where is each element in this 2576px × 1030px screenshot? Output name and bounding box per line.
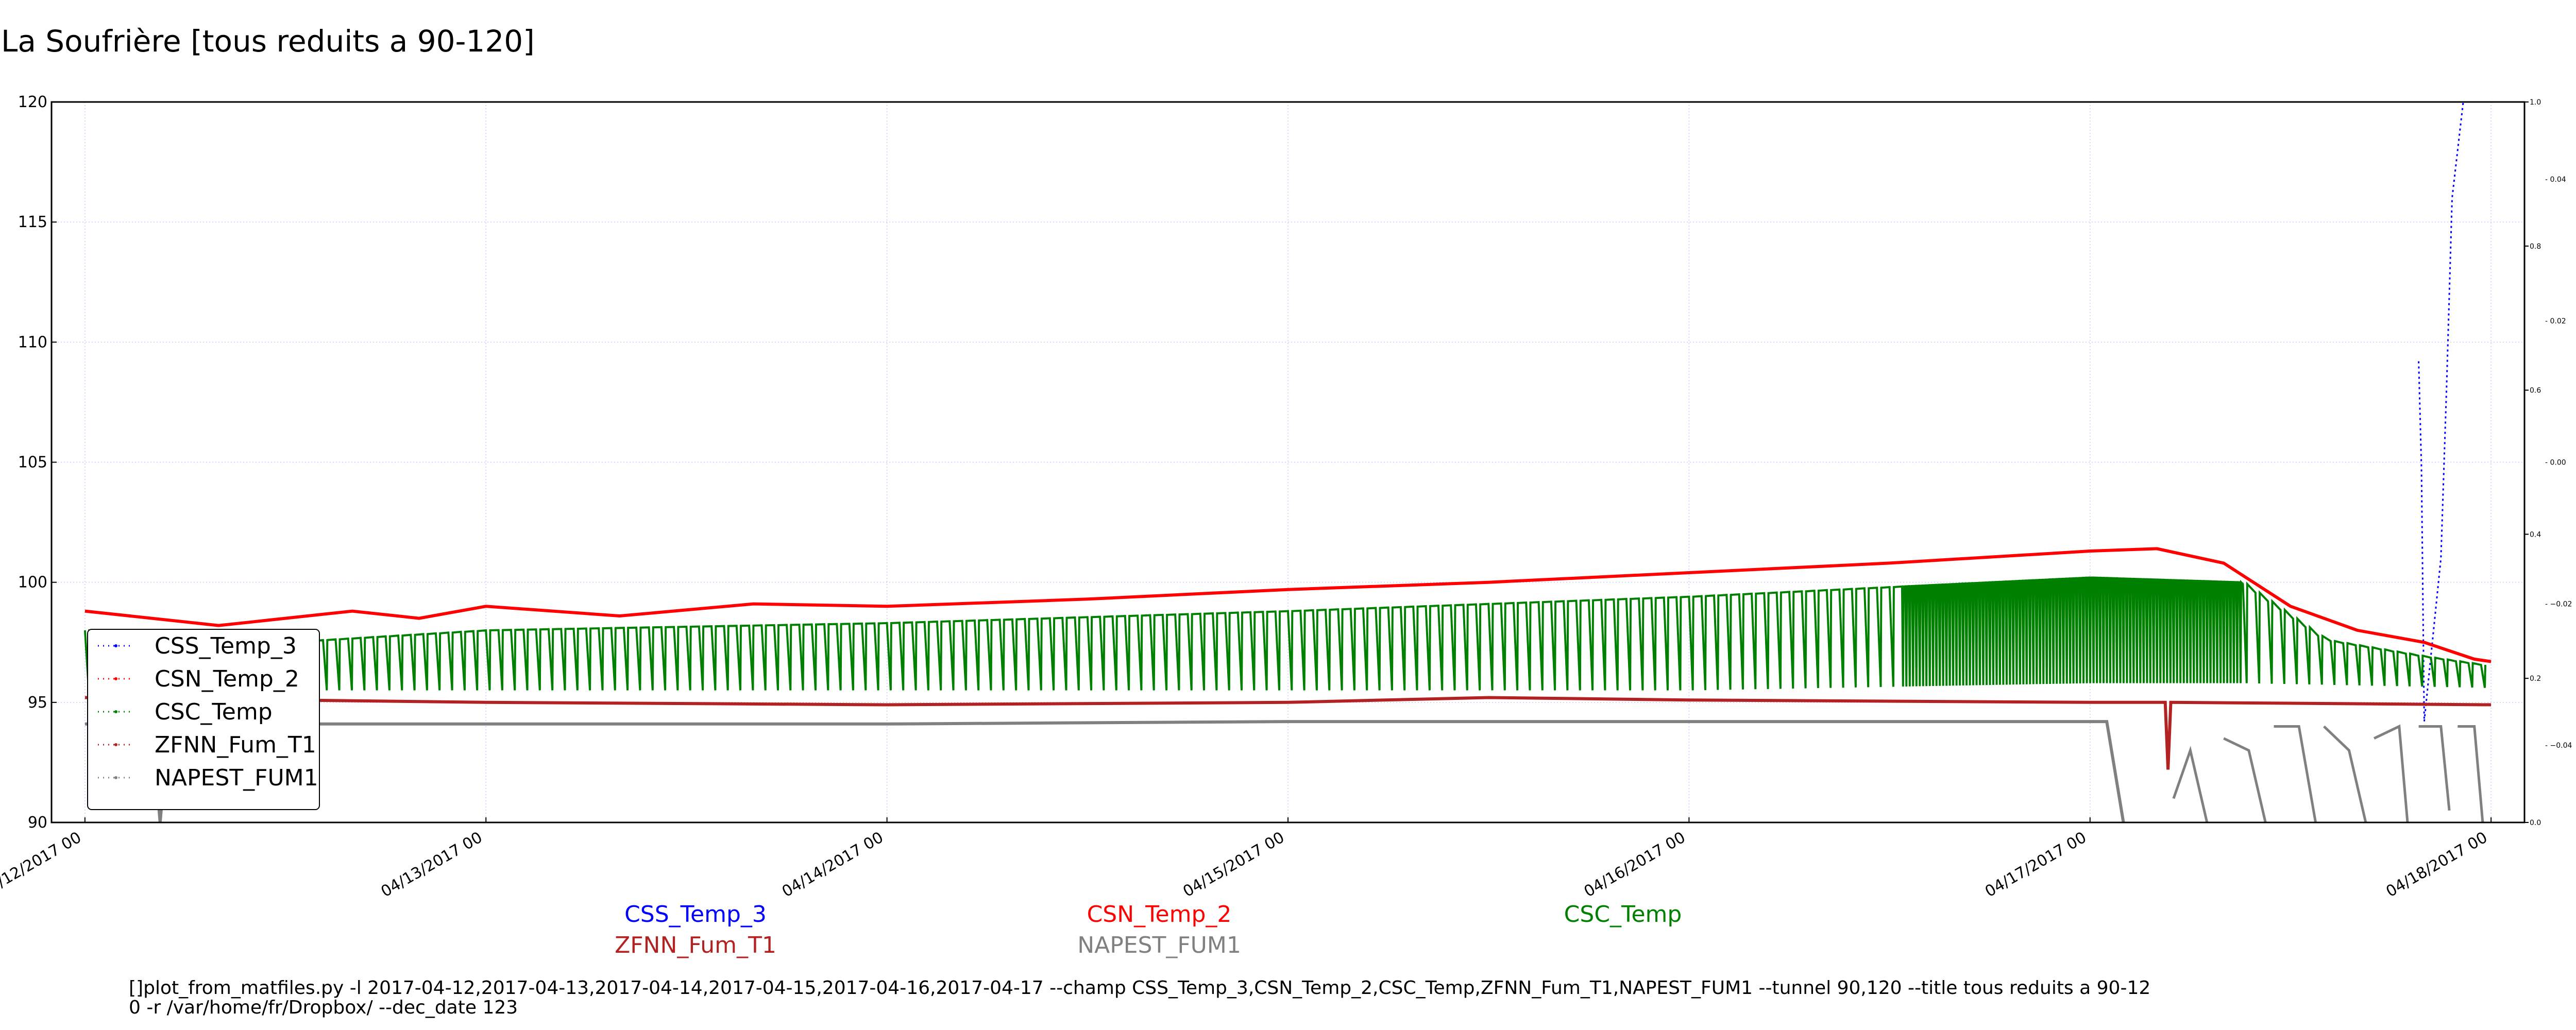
chart-title: La Soufrière [tous reduits a 90-120] bbox=[1, 24, 535, 59]
y-tick-label: 105 bbox=[18, 454, 47, 472]
legend-item-napest-fum1[interactable]: NAPEST_FUM1 bbox=[98, 765, 318, 791]
right-tick-label: 0.6 bbox=[2530, 387, 2541, 395]
series-labels-below: CSS_Temp_3 CSN_Temp_2 CSC_Temp ZFNN_Fum_T1 N… bbox=[615, 901, 1682, 958]
x-tick-label: 04/12/2017 00 bbox=[0, 829, 84, 901]
series-line-css-temp-3 bbox=[2418, 102, 2464, 722]
legend-marker bbox=[114, 776, 117, 779]
series-label-below: NAPEST_FUM1 bbox=[1077, 932, 1241, 958]
legend-label: CSC_Temp bbox=[155, 699, 273, 725]
x-tick-label: 04/16/2017 00 bbox=[1581, 829, 1689, 901]
y-tick-label: 120 bbox=[18, 93, 47, 111]
series-segment-napest-fum1 bbox=[2418, 725, 2451, 811]
y-tick-label: 90 bbox=[28, 814, 47, 832]
series-zfnn-fum-t1 bbox=[84, 696, 2492, 770]
series-segment-napest-fum1 bbox=[2274, 725, 2317, 822]
x-axis: 04/12/2017 00 04/13/2017 00 04/14/2017 00 0… bbox=[0, 817, 2492, 901]
series-segment-napest-fum1 bbox=[2172, 746, 2209, 822]
legend[interactable]: CSS_Temp_3 CSN_Temp_2 CSC_Temp ZFNN_Fum_T1 N… bbox=[87, 629, 320, 810]
legend-label: NAPEST_FUM1 bbox=[155, 765, 318, 791]
series-segment-napest-fum1 bbox=[2458, 725, 2484, 822]
command-line-1: []plot_from_matfiles.py -l 2017-04-12,20… bbox=[129, 977, 2150, 999]
y-tick-label: 100 bbox=[18, 574, 47, 592]
grid bbox=[52, 101, 2524, 823]
right-tick-label: 0.0 bbox=[2530, 819, 2541, 827]
y-tick-label: 110 bbox=[18, 333, 47, 351]
legend-marker bbox=[114, 644, 117, 647]
right-axis: 1.0 0.8 0.6 0.4 0.2 0.0 - 0.04 - 0.02 - 0.00 - −0… bbox=[2524, 98, 2572, 827]
legend-item-css-temp-3[interactable]: CSS_Temp_3 bbox=[98, 633, 297, 659]
series-label-below: CSN_Temp_2 bbox=[1087, 901, 1232, 928]
series-segment-napest-fum1 bbox=[2223, 737, 2267, 822]
x-tick-label: 04/15/2017 00 bbox=[1180, 829, 1287, 901]
x-tick-label: 04/18/2017 00 bbox=[2383, 829, 2491, 901]
legend-box bbox=[87, 629, 320, 810]
series-label-below: ZFNN_Fum_T1 bbox=[615, 932, 776, 958]
series-label-below: CSC_Temp bbox=[1564, 901, 1682, 928]
series-line-csn-temp-2 bbox=[84, 547, 2492, 663]
right-tick-label-secondary: - 0.02 bbox=[2545, 317, 2566, 325]
legend-item-csn-temp-2[interactable]: CSN_Temp_2 bbox=[98, 666, 299, 692]
command-text: []plot_from_matfiles.py -l 2017-04-12,20… bbox=[129, 977, 2150, 1018]
series-line-napest-fum1 bbox=[84, 720, 2125, 822]
y-tick-label: 115 bbox=[18, 213, 47, 231]
x-tick-label: 04/14/2017 00 bbox=[779, 829, 887, 901]
right-tick-label: 0.2 bbox=[2530, 675, 2541, 683]
legend-label: CSS_Temp_3 bbox=[155, 633, 297, 659]
right-tick-label: 0.4 bbox=[2530, 530, 2541, 539]
series-line-csc-temp bbox=[83, 576, 2486, 691]
right-tick-label-secondary: - 0.04 bbox=[2545, 176, 2566, 184]
series-line-zfnn-fum-t1 bbox=[84, 696, 2492, 770]
legend-item-csc-temp[interactable]: CSC_Temp bbox=[98, 699, 273, 725]
series-segment-napest-fum1 bbox=[2374, 724, 2409, 822]
series-napest-fum1 bbox=[84, 720, 2484, 822]
legend-marker bbox=[114, 677, 117, 680]
x-tick-label: 04/13/2017 00 bbox=[378, 829, 486, 901]
legend-item-zfnn-fum-t1[interactable]: ZFNN_Fum_T1 bbox=[98, 732, 316, 758]
right-tick-label: 1.0 bbox=[2530, 98, 2541, 107]
y-tick-label: 95 bbox=[28, 694, 47, 712]
right-tick-label-secondary: - −0.04 bbox=[2545, 742, 2572, 750]
series-layer bbox=[83, 102, 2492, 822]
series-csn-temp-2 bbox=[84, 547, 2492, 663]
series-csc-temp bbox=[83, 576, 2486, 691]
series-label-below: CSS_Temp_3 bbox=[624, 901, 767, 928]
series-segment-napest-fum1 bbox=[2323, 725, 2367, 822]
x-tick-label: 04/17/2017 00 bbox=[1982, 829, 2090, 901]
legend-label: ZFNN_Fum_T1 bbox=[155, 732, 316, 758]
y-axis: 90 95 100 105 110 115 120 bbox=[18, 93, 57, 832]
series-css-temp-3 bbox=[2418, 102, 2464, 722]
right-tick-label-secondary: - −0.02 bbox=[2545, 600, 2572, 608]
command-line-2: 0 -r /var/home/fr/Dropbox/ --dec_date 12… bbox=[129, 997, 518, 1018]
legend-label: CSN_Temp_2 bbox=[155, 666, 299, 692]
legend-marker bbox=[114, 710, 117, 713]
right-tick-label: 0.8 bbox=[2530, 243, 2541, 251]
right-tick-label-secondary: - 0.00 bbox=[2545, 459, 2566, 467]
legend-marker bbox=[114, 743, 117, 746]
